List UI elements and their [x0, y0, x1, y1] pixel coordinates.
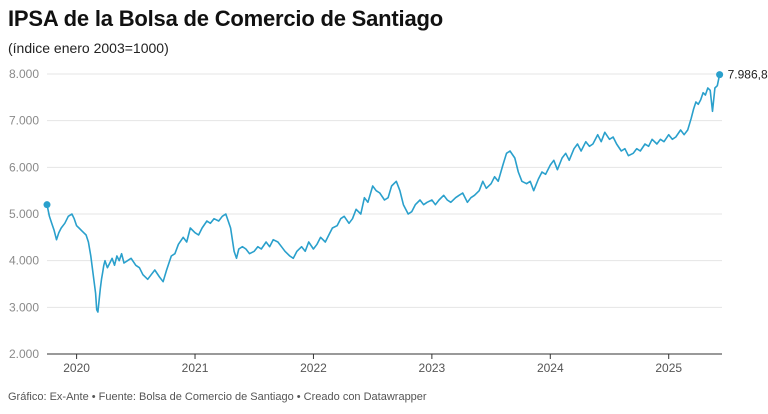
ipsa-series-line [46, 74, 721, 313]
chart-footer: Gráfico: Ex-Ante • Fuente: Bolsa de Come… [8, 391, 427, 403]
y-tick-label: 2.000 [9, 347, 39, 361]
chart-subtitle: (índice enero 2003=1000) [8, 40, 169, 56]
end-point-dot [716, 71, 724, 79]
end-value-label: 7.986,8 [728, 68, 768, 82]
y-tick-label: 5.000 [9, 207, 39, 221]
start-point-dot [43, 201, 51, 209]
x-tick-label: 2023 [419, 361, 446, 375]
x-tick-label: 2022 [300, 361, 327, 375]
y-tick-label: 6.000 [9, 160, 39, 174]
y-tick-label: 3.000 [9, 300, 39, 314]
x-tick-label: 2021 [182, 361, 209, 375]
y-tick-label: 7.000 [9, 114, 39, 128]
x-tick-label: 2024 [537, 361, 564, 375]
x-tick-label: 2020 [63, 361, 90, 375]
chart-title: IPSA de la Bolsa de Comercio de Santiago [8, 6, 443, 31]
y-tick-label: 8.000 [9, 67, 39, 81]
x-tick-label: 2025 [655, 361, 682, 375]
y-tick-label: 4.000 [9, 254, 39, 268]
